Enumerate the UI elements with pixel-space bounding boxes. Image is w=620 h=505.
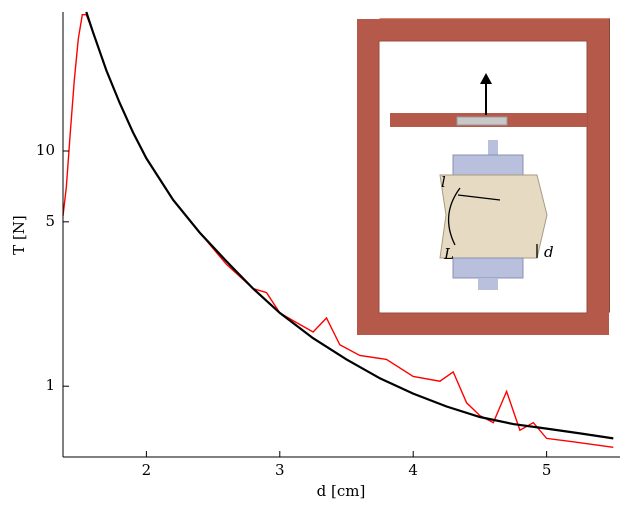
frame <box>357 19 609 335</box>
inset-illustration: l L d <box>357 18 610 335</box>
clamp-top <box>452 154 524 176</box>
clamp-bottom <box>452 257 524 279</box>
x-tick-label: 3 <box>275 461 285 479</box>
arrow-head <box>480 73 492 84</box>
sample <box>439 174 548 259</box>
label-L: L <box>443 245 454 263</box>
x-tick-label: 2 <box>142 461 152 479</box>
label-d: d <box>544 243 554 261</box>
line-l <box>457 194 501 201</box>
frame-inner <box>378 40 588 314</box>
plate <box>456 116 508 126</box>
x-tick-label: 4 <box>408 461 418 479</box>
x-axis-label: d [cm] <box>317 482 366 500</box>
y-tick-label: 5 <box>45 212 55 230</box>
data-line <box>85 11 614 440</box>
clamp-top-stem <box>488 140 498 155</box>
y-axis-label: T [N] <box>10 215 28 255</box>
y-tick-label: 10 <box>36 141 55 159</box>
label-l: l <box>441 173 446 191</box>
plot <box>62 11 614 448</box>
clamp-bottom-stem <box>478 278 498 290</box>
arc-l <box>448 187 461 246</box>
y-tick-label: 1 <box>45 376 55 394</box>
x-tick-label: 5 <box>542 461 552 479</box>
